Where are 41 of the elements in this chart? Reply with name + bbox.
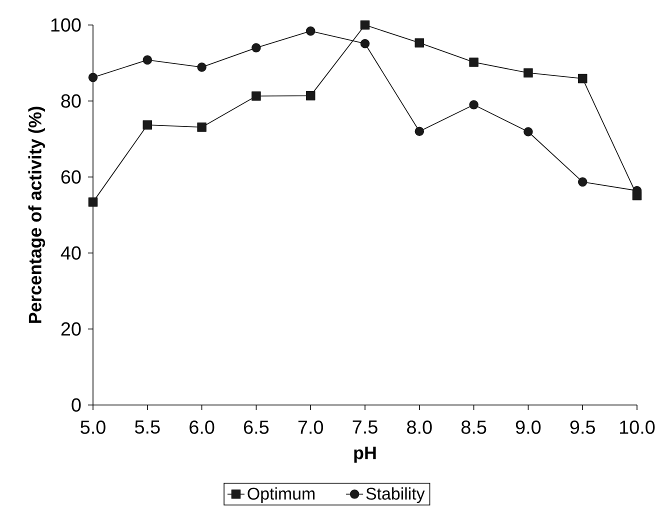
point	[469, 58, 478, 67]
point	[142, 120, 152, 130]
point	[306, 26, 316, 36]
point	[197, 62, 206, 72]
x-tick-label: 6.0	[190, 420, 214, 434]
y-tick-label: 20	[61, 322, 81, 336]
point	[469, 100, 478, 110]
point	[414, 126, 424, 136]
point	[88, 197, 98, 207]
x-tick-label: 8.5	[461, 420, 486, 434]
point	[197, 122, 206, 132]
x-tick-label: 7.0	[298, 420, 324, 434]
point	[360, 20, 370, 30]
point	[578, 177, 588, 187]
point	[252, 43, 261, 52]
legend-label: Optimum	[248, 487, 315, 504]
legend-label: Stability	[366, 487, 425, 504]
y-tick-label: 0	[72, 398, 81, 412]
point	[524, 68, 533, 78]
y-tick-label: 80	[61, 94, 81, 108]
point	[578, 74, 588, 84]
x-tick-label: 9.5	[570, 420, 595, 434]
x-tick-label: 10.0	[620, 420, 655, 434]
point	[88, 72, 98, 82]
x-tick-label: 9.0	[516, 420, 541, 434]
point	[142, 55, 152, 65]
y-tick-label: 100	[51, 18, 81, 32]
x-tick-label: 8.0	[407, 420, 432, 434]
y-tick-label: 40	[60, 246, 81, 260]
point	[524, 127, 533, 136]
x-tick-label: 5.5	[135, 420, 160, 434]
point	[360, 38, 370, 48]
x-tick-label: 5.0	[80, 420, 106, 434]
y-axis-title: Percentage of activity (%)	[28, 106, 46, 323]
x-tick-label: 6.5	[244, 420, 269, 434]
point	[306, 91, 316, 100]
y-tick-label: 60	[61, 170, 81, 184]
x-tick-label: 7.5	[352, 420, 378, 434]
point	[252, 91, 261, 101]
x-axis-title: pH	[354, 446, 376, 463]
point	[414, 38, 424, 48]
